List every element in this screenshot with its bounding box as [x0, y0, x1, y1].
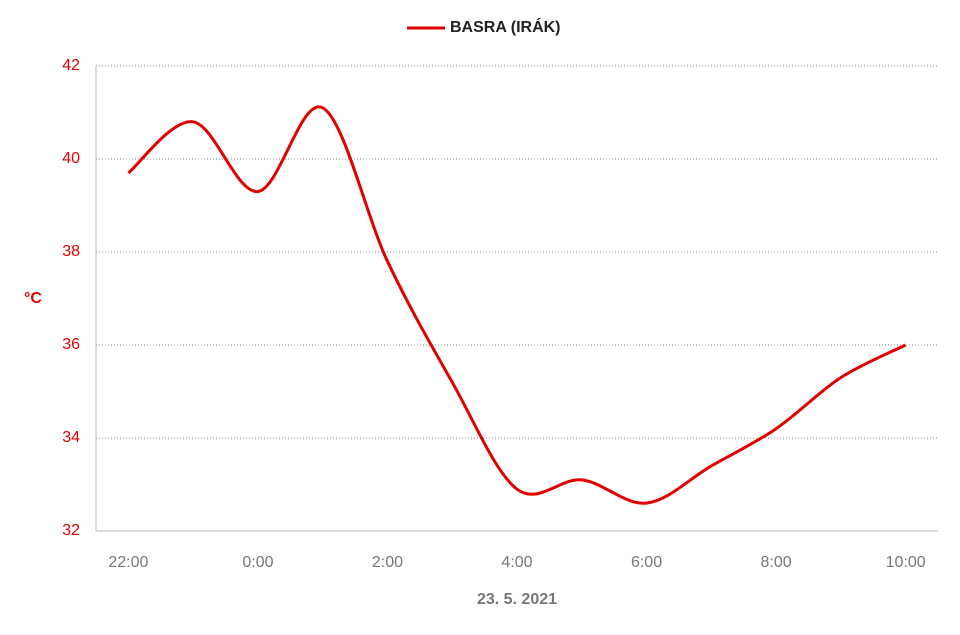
x-tick-label: 4:00: [501, 554, 532, 571]
series-line: [127, 105, 907, 505]
x-axis-title: 23. 5. 2021: [477, 591, 557, 608]
y-tick-label: 42: [62, 57, 80, 74]
x-tick-label: 0:00: [242, 554, 273, 571]
x-tick-label: 10:00: [886, 554, 926, 571]
y-tick-label: 40: [62, 150, 80, 167]
y-tick-label: 38: [62, 243, 80, 260]
x-tick-label: 6:00: [631, 554, 662, 571]
y-tick-label: 34: [62, 429, 80, 446]
x-tick-label: 2:00: [372, 554, 403, 571]
y-tick-label: 36: [62, 336, 80, 353]
y-tick-label: 32: [62, 522, 80, 539]
x-tick-label: 8:00: [761, 554, 792, 571]
legend-label: BASRA (IRÁK): [450, 17, 561, 36]
x-tick-label: 22:00: [108, 554, 148, 571]
y-axis-title: °C: [24, 290, 42, 307]
